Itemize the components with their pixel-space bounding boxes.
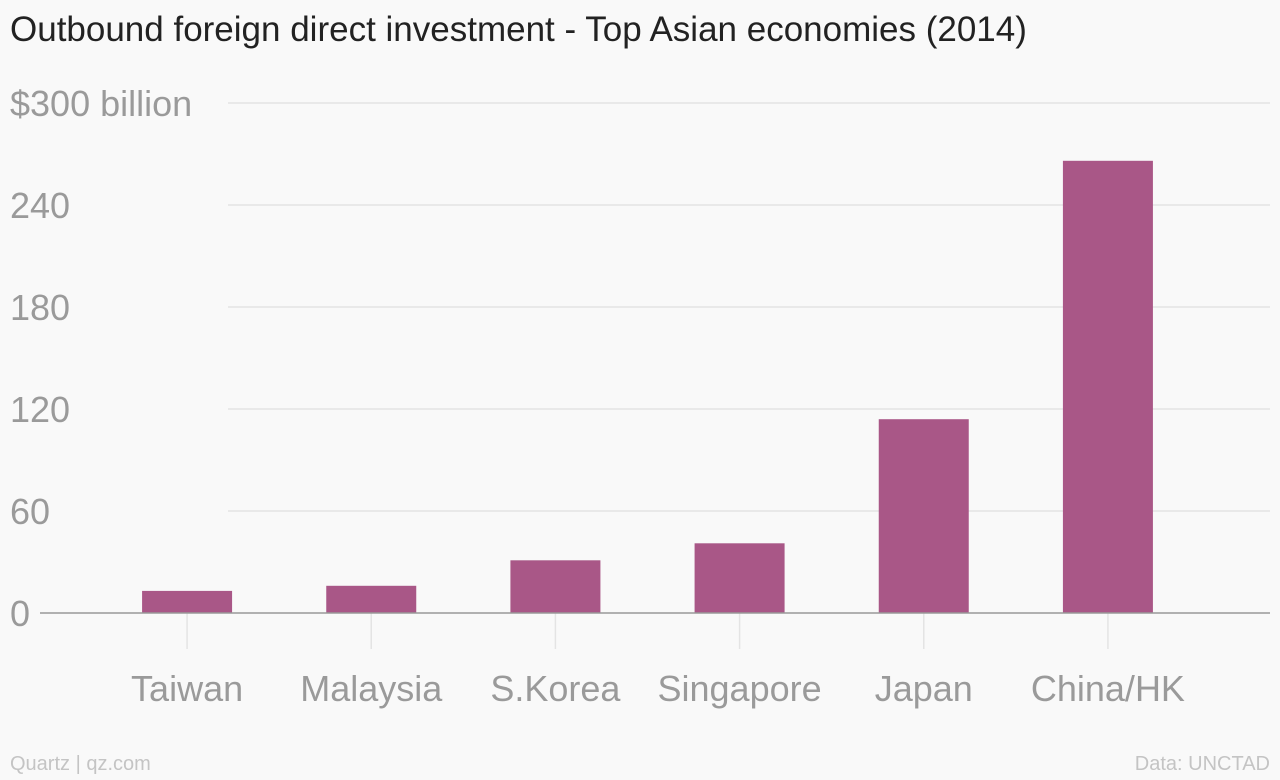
x-tick-label: Singapore bbox=[658, 668, 822, 709]
x-tick-label: Taiwan bbox=[131, 668, 243, 709]
bar bbox=[694, 543, 785, 613]
chart-title: Outbound foreign direct investment - Top… bbox=[10, 10, 1027, 49]
y-tick-label: 120 bbox=[10, 389, 70, 430]
bar bbox=[142, 590, 233, 613]
footer-credit: Data: UNCTAD bbox=[1134, 753, 1270, 775]
x-tick-label: Japan bbox=[875, 668, 973, 709]
y-tick-label: 240 bbox=[10, 185, 70, 226]
bar bbox=[326, 585, 417, 613]
y-tick-label: 0 bbox=[10, 593, 30, 634]
y-tick-label: $300 billion bbox=[10, 83, 192, 124]
x-tick-label: China/HK bbox=[1031, 668, 1185, 709]
y-tick-label: 60 bbox=[10, 491, 50, 532]
bar bbox=[878, 419, 969, 613]
footer-source: Quartz | qz.com bbox=[10, 753, 151, 775]
bar bbox=[1062, 160, 1153, 614]
x-tick-label: Malaysia bbox=[300, 668, 443, 709]
x-tick-label: S.Korea bbox=[490, 668, 621, 709]
bar bbox=[510, 560, 601, 613]
y-tick-label: 180 bbox=[10, 287, 70, 328]
